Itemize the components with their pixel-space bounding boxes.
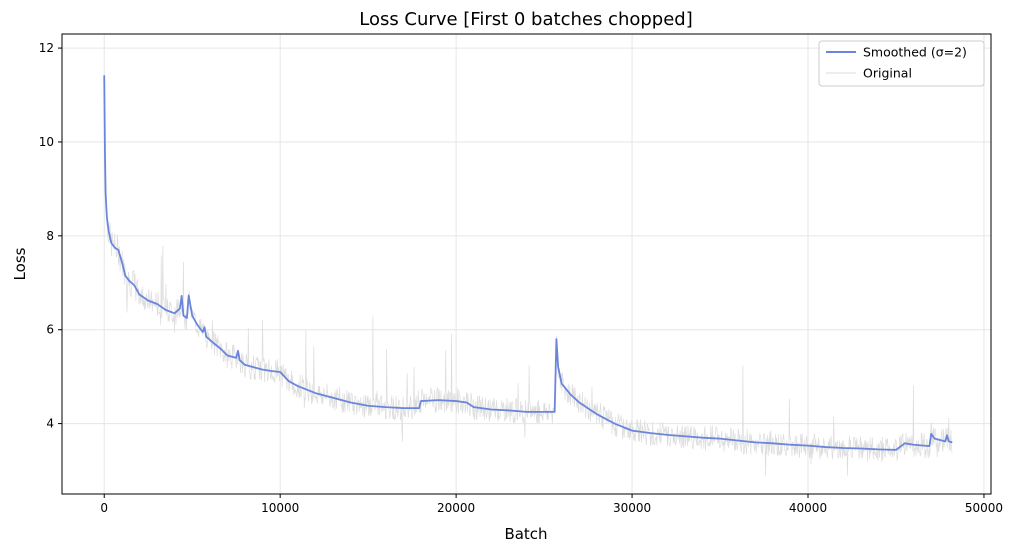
grid-lines bbox=[62, 34, 991, 494]
original-line bbox=[103, 75, 953, 476]
legend: Smoothed (σ=2) Original bbox=[818, 40, 985, 87]
y-axis-title: Loss bbox=[11, 247, 29, 280]
x-axis-ticks: 0 10000 20000 30000 40000 50000 bbox=[100, 494, 1003, 515]
x-tick-label: 0 bbox=[100, 501, 108, 515]
plot-area bbox=[103, 75, 953, 476]
y-tick-label: 10 bbox=[39, 135, 54, 149]
legend-label-smoothed: Smoothed (σ=2) bbox=[863, 45, 967, 60]
y-tick-label: 4 bbox=[46, 417, 54, 431]
y-tick-label: 12 bbox=[39, 41, 54, 55]
original-series bbox=[103, 75, 953, 476]
x-axis-title: Batch bbox=[504, 525, 547, 543]
x-tick-label: 20000 bbox=[437, 501, 475, 515]
x-tick-label: 10000 bbox=[261, 501, 299, 515]
y-axis-ticks: 4 6 8 10 12 bbox=[39, 41, 62, 431]
legend-label-original: Original bbox=[863, 66, 912, 81]
legend-box bbox=[818, 40, 985, 87]
smoothed-line bbox=[103, 75, 953, 451]
y-tick-label: 8 bbox=[46, 229, 54, 243]
x-tick-label: 40000 bbox=[789, 501, 827, 515]
y-tick-label: 6 bbox=[46, 323, 54, 337]
plot-frame bbox=[61, 33, 992, 495]
x-tick-label: 50000 bbox=[965, 501, 1003, 515]
smoothed-series bbox=[103, 75, 953, 451]
x-tick-label: 30000 bbox=[613, 501, 651, 515]
chart-title: Loss Curve [First 0 batches chopped] bbox=[359, 9, 693, 30]
